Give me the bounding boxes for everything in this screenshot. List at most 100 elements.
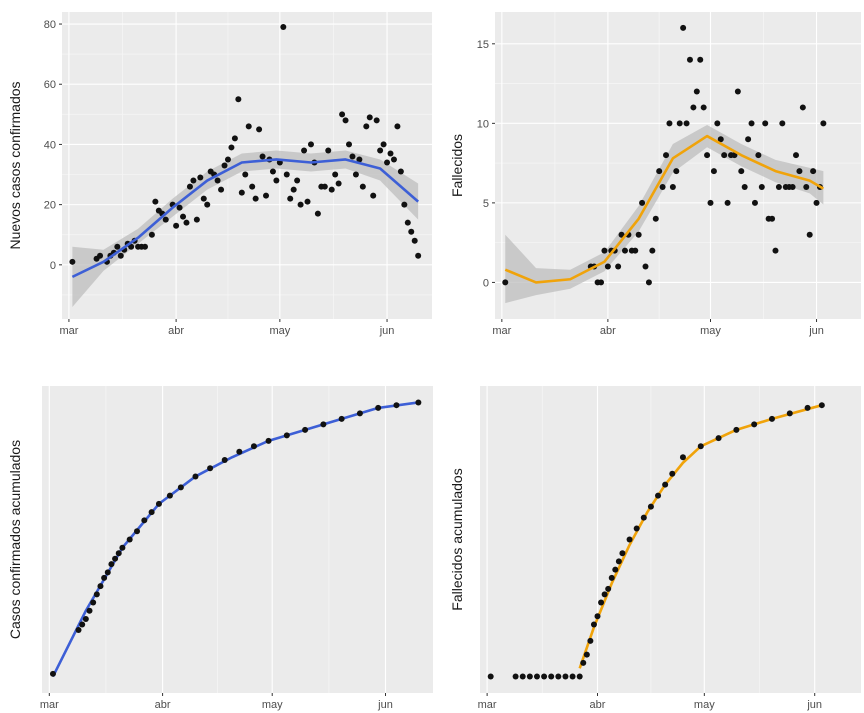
data-point <box>769 215 776 222</box>
data-point <box>97 252 104 259</box>
data-point <box>768 415 775 422</box>
data-point <box>79 621 86 628</box>
data-point <box>342 117 349 124</box>
data-point <box>717 136 724 143</box>
data-point <box>228 144 235 151</box>
data-point <box>328 186 335 193</box>
data-point <box>618 231 625 238</box>
data-point <box>356 410 363 417</box>
data-point <box>733 426 740 433</box>
data-point <box>748 120 755 127</box>
data-point <box>666 120 673 127</box>
data-point <box>541 673 548 680</box>
data-point <box>676 120 683 127</box>
data-point <box>612 566 619 573</box>
data-point <box>799 104 806 111</box>
data-point <box>411 237 418 244</box>
y-tick-label: 5 <box>483 198 489 210</box>
x-tick-label: abr <box>168 325 184 337</box>
data-point <box>162 216 169 223</box>
data-point <box>772 247 779 254</box>
data-point <box>204 201 211 208</box>
data-point <box>384 159 391 166</box>
data-point <box>626 536 633 543</box>
data-point <box>721 152 728 159</box>
y-tick-label: 0 <box>483 277 489 289</box>
data-point <box>683 120 690 127</box>
data-point <box>332 171 339 178</box>
data-point <box>700 104 707 111</box>
data-point <box>304 198 311 205</box>
data-point <box>519 673 526 680</box>
data-point <box>394 123 401 130</box>
data-point <box>297 201 304 208</box>
data-point <box>141 517 148 524</box>
data-point <box>793 152 800 159</box>
data-point <box>235 96 242 103</box>
data-point <box>166 492 173 499</box>
data-point <box>789 183 796 190</box>
data-point <box>548 673 555 680</box>
data-point <box>704 152 711 159</box>
trend-line <box>71 158 420 279</box>
data-point <box>190 177 197 184</box>
data-point <box>803 183 810 190</box>
y-tick-label: 60 <box>44 79 56 91</box>
data-point <box>810 168 817 175</box>
y-tick-label: 10 <box>477 118 489 130</box>
data-point <box>349 153 356 160</box>
data-point <box>352 171 359 178</box>
data-point <box>734 88 741 95</box>
data-point <box>101 574 108 581</box>
data-point <box>710 168 717 175</box>
data-point <box>115 550 122 557</box>
data-point <box>186 183 193 190</box>
data-point <box>301 147 308 154</box>
data-point <box>408 228 415 235</box>
x-tick-label: abr <box>155 699 171 711</box>
data-point <box>632 247 639 254</box>
data-point <box>569 673 576 680</box>
data-point <box>655 492 662 499</box>
data-point <box>649 247 656 254</box>
data-point <box>335 180 342 187</box>
x-tick-label: jun <box>377 699 393 711</box>
data-point <box>601 591 608 598</box>
data-point <box>75 626 82 633</box>
y-tick-label: 80 <box>44 19 56 31</box>
data-point <box>252 195 259 202</box>
panel-1: mar abr may jun 0 20 40 60 80 Nuevos casos confir… <box>7 12 432 337</box>
data-point <box>263 192 270 199</box>
x-tick-label: abr <box>600 325 616 337</box>
data-point <box>177 484 184 491</box>
y-tick-label: 40 <box>44 139 56 151</box>
x-tick-label: mar <box>59 325 78 337</box>
data-point <box>526 673 533 680</box>
data-point <box>690 104 697 111</box>
data-point <box>114 243 121 250</box>
data-point <box>346 141 353 148</box>
data-point <box>751 421 758 428</box>
data-point <box>307 141 314 148</box>
data-point <box>320 421 327 428</box>
panel-3: mar abr may jun Casos confirmados acumulados <box>7 386 433 711</box>
data-point <box>598 599 605 606</box>
data-point <box>221 457 228 464</box>
panel-4: mar abr may jun Fallecidos acumulados <box>449 386 861 711</box>
data-point <box>686 56 693 63</box>
data-point <box>820 120 827 127</box>
x-tick-label: may <box>269 325 290 337</box>
data-point <box>663 152 670 159</box>
x-tick-label: mar <box>478 699 497 711</box>
data-point <box>214 177 221 184</box>
data-point <box>652 215 659 222</box>
x-tick-label: mar <box>40 699 59 711</box>
data-point <box>645 279 652 286</box>
data-point <box>273 177 280 184</box>
data-point <box>280 24 287 31</box>
data-point <box>86 607 93 614</box>
data-point <box>180 213 187 220</box>
data-point <box>141 243 148 250</box>
data-point <box>640 514 647 521</box>
data-point <box>224 156 231 163</box>
